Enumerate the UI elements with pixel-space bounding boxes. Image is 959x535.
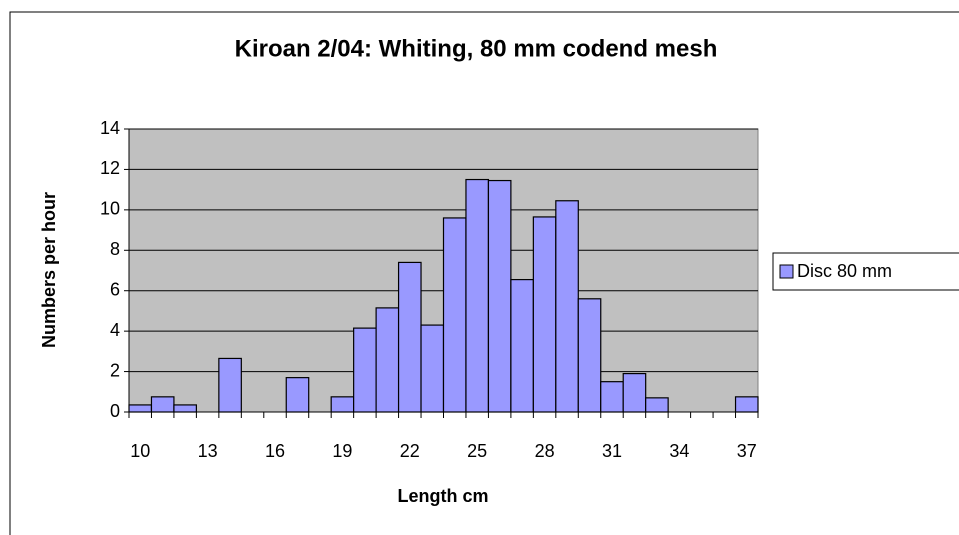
- bar: [532, 216, 557, 413]
- y-tick-label: 0: [110, 401, 120, 421]
- bar: [330, 396, 355, 413]
- y-tick-label: 4: [110, 320, 120, 340]
- bar: [128, 404, 153, 413]
- bar: [600, 381, 624, 413]
- y-axis-label: Numbers per hour: [39, 192, 59, 348]
- bar: [420, 324, 445, 413]
- y-tick-label: 8: [110, 239, 120, 259]
- bar: [442, 217, 467, 413]
- x-tick-label: 31: [602, 441, 622, 461]
- chart-title: Kiroan 2/04: Whiting, 80 mm codend mesh: [235, 35, 718, 62]
- bar: [397, 261, 422, 413]
- x-tick-label: 13: [198, 441, 218, 461]
- x-tick-label: 34: [669, 441, 689, 461]
- bar: [734, 396, 759, 413]
- x-tick-label: 37: [737, 441, 757, 461]
- bar: [150, 396, 175, 413]
- y-tick-label: 10: [100, 199, 120, 219]
- x-tick-label: 19: [332, 441, 352, 461]
- x-axis-label: Length cm: [397, 486, 488, 506]
- legend-label: Disc 80 mm: [797, 261, 892, 281]
- bar: [510, 278, 534, 413]
- y-tick-label: 2: [110, 360, 120, 380]
- bar: [173, 404, 197, 413]
- x-tick-label: 16: [265, 441, 285, 461]
- y-tick-label: 6: [110, 279, 120, 299]
- bar: [353, 327, 377, 413]
- bar: [645, 397, 669, 413]
- x-tick-label: 25: [467, 441, 487, 461]
- x-tick-label: 10: [130, 441, 150, 461]
- bar: [285, 377, 310, 413]
- bar: [375, 307, 400, 413]
- y-tick-label: 12: [100, 158, 120, 178]
- bar: [622, 372, 647, 413]
- x-tick-label: 28: [535, 441, 555, 461]
- bar: [465, 178, 490, 413]
- bar: [487, 179, 512, 413]
- bar: [555, 200, 579, 413]
- y-tick-label: 14: [100, 118, 120, 138]
- x-tick-label: 22: [400, 441, 420, 461]
- legend-box: [772, 252, 959, 291]
- bar: [577, 298, 602, 413]
- legend-swatch: [779, 264, 794, 279]
- bar: [218, 357, 242, 413]
